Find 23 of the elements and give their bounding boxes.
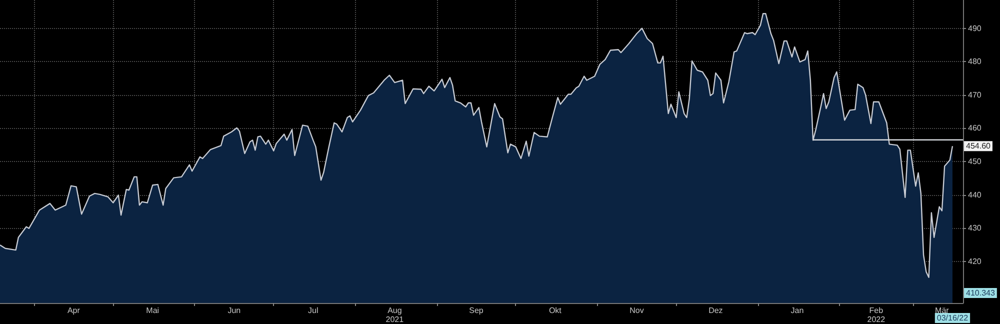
x-tick-label: Dez [708, 306, 723, 315]
x-tick-label: Jul [308, 306, 318, 315]
x-tick-label: Nov [630, 306, 644, 315]
x-tick-label: Mär [935, 306, 950, 315]
x-tick-label: Okt [548, 306, 562, 315]
y-tick-label: 480 [968, 57, 982, 66]
y-tick-label: 460 [968, 124, 982, 133]
y-tick-label: 490 [968, 24, 982, 33]
x-tick-label: Feb 2022 [867, 306, 886, 324]
x-tick-label: Jun [228, 306, 241, 315]
x-tick-label: Aug 2021 [386, 306, 404, 324]
text: 410.343 [966, 288, 996, 298]
x-tick-label: Apr [67, 306, 80, 315]
y-tick-label: 450 [968, 156, 982, 166]
y-tick-label: 470 [968, 90, 982, 100]
x-tick-label: Sep [469, 306, 484, 315]
annotation: 454.60 [966, 142, 992, 151]
x-tick-label: Jan [790, 306, 804, 315]
text: 03/16/22 [936, 314, 969, 322]
x-tick-label: Mai [146, 306, 160, 315]
y-tick-label: 440 [968, 190, 982, 200]
y-tick-label: 420 [968, 256, 982, 266]
y-tick-label: 430 [968, 224, 982, 233]
